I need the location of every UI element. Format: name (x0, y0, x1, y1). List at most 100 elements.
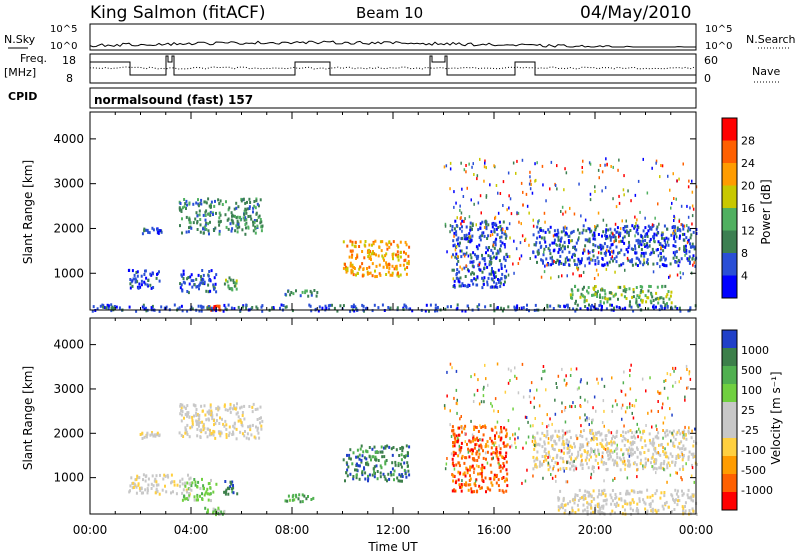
heatmap-cell-velocity (256, 426, 259, 430)
heatmap-cell-power (618, 201, 621, 205)
heatmap-cell-velocity (179, 404, 182, 408)
heatmap-cell-velocity (595, 454, 598, 458)
heatmap-cell-power (553, 248, 556, 252)
heatmap-cell-power (580, 274, 582, 278)
heatmap-cell-velocity (684, 425, 686, 429)
heatmap-cell-velocity (562, 506, 564, 510)
heatmap-cell-velocity (480, 468, 483, 472)
heatmap-cell-velocity (210, 478, 212, 482)
heatmap-cell-velocity (546, 425, 548, 429)
heatmap-cell-power (504, 245, 506, 249)
heatmap-cell-velocity (155, 480, 158, 484)
heatmap-cell-velocity (536, 431, 539, 435)
heatmap-cell-power (605, 267, 608, 271)
heatmap-cell-power (260, 220, 263, 224)
heatmap-cell-velocity (649, 495, 652, 499)
heatmap-cell-velocity (571, 464, 573, 468)
heatmap-cell-power (380, 249, 383, 253)
heatmap-cell-power (531, 191, 534, 195)
heatmap-cell-velocity (241, 432, 244, 436)
heatmap-cell-velocity (195, 411, 198, 415)
heatmap-cell-velocity (235, 412, 238, 416)
heatmap-cell-power (569, 206, 571, 210)
heatmap-cell-power (566, 274, 568, 278)
heatmap-cell-velocity (456, 411, 458, 415)
heatmap-cell-velocity (593, 448, 596, 452)
heatmap-cell-power (362, 304, 365, 308)
heatmap-cell-velocity (496, 450, 498, 454)
heatmap-cell-velocity (633, 434, 636, 438)
heatmap-cell-velocity (458, 426, 461, 430)
heatmap-cell-power (315, 294, 318, 298)
heatmap-cell-velocity (455, 463, 458, 467)
heatmap-cell-power (458, 280, 461, 284)
heatmap-cell-velocity (514, 366, 516, 370)
heatmap-cell-velocity (206, 510, 209, 514)
heatmap-cell-velocity (490, 452, 493, 456)
heatmap-cell-velocity (659, 443, 662, 447)
heatmap-cell-velocity (622, 430, 625, 434)
heatmap-cell-power (650, 293, 653, 297)
heatmap-cell-velocity (498, 488, 501, 492)
heatmap-cell-power (572, 307, 575, 311)
heatmap-cell-power (351, 265, 354, 269)
cpid-text: normalsound (fast) 157 (94, 93, 253, 107)
nsearch-label: N.Search (746, 33, 796, 46)
heatmap-cell-power (643, 243, 646, 246)
heatmap-cell-velocity (461, 430, 463, 434)
heatmap-cell-velocity (453, 475, 456, 478)
heatmap-cell-velocity (688, 372, 690, 376)
heatmap-cell-power (622, 236, 624, 240)
heatmap-cell-power (555, 261, 557, 264)
heatmap-cell-power (199, 218, 202, 221)
heatmap-cell-power (368, 256, 371, 260)
heatmap-cell-velocity (583, 508, 586, 512)
heatmap-cell-power (559, 248, 561, 252)
heatmap-cell-power (477, 264, 480, 268)
heatmap-cell-power (599, 295, 601, 299)
heatmap-cell-power (203, 280, 206, 284)
heatmap-cell-power (646, 296, 649, 300)
heatmap-cell-power (604, 297, 607, 301)
heatmap-cell-velocity (636, 502, 639, 506)
heatmap-cell-velocity (453, 488, 456, 492)
heatmap-cell-velocity (475, 452, 478, 456)
heatmap-cell-velocity (631, 498, 634, 502)
heatmap-cell-power (650, 301, 653, 305)
heatmap-cell-velocity (611, 509, 614, 513)
heatmap-cell-power (571, 230, 574, 234)
heatmap-cell-power (454, 219, 457, 223)
heatmap-cell-power (503, 232, 506, 236)
heatmap-cell-power (615, 255, 618, 259)
heatmap-cell-power (692, 230, 695, 234)
heatmap-cell-power (687, 309, 690, 313)
heatmap-cell-power (672, 244, 675, 248)
heatmap-cell-velocity (248, 405, 251, 408)
heatmap-cell-velocity (489, 488, 492, 492)
heatmap-cell-power (456, 276, 459, 280)
heatmap-cell-power (610, 243, 613, 247)
heatmap-cell-velocity (346, 453, 348, 457)
heatmap-cell-power (477, 254, 480, 258)
heatmap-cell-power (610, 235, 613, 239)
heatmap-cell-velocity (207, 417, 210, 421)
heatmap-cell-power (387, 306, 390, 309)
heatmap-cell-velocity (588, 458, 590, 462)
heatmap-cell-velocity (179, 403, 182, 406)
heatmap-cell-velocity (630, 453, 633, 457)
heatmap-cell-velocity (444, 467, 447, 471)
heatmap-cell-power (223, 303, 226, 307)
heatmap-cell-power (558, 243, 561, 247)
heatmap-cell-velocity (400, 458, 403, 462)
heatmap-cell-power (578, 231, 581, 235)
heatmap-cell-power (590, 229, 593, 233)
heatmap-cell-power (231, 227, 234, 231)
heatmap-cell-velocity (241, 411, 244, 414)
heatmap-cell-velocity (465, 456, 468, 460)
heatmap-cell-velocity (612, 434, 615, 438)
heatmap-cell-power (536, 250, 539, 254)
heatmap-cell-velocity (349, 472, 352, 476)
heatmap-cell-power (691, 214, 694, 218)
heatmap-cell-power (519, 241, 522, 245)
